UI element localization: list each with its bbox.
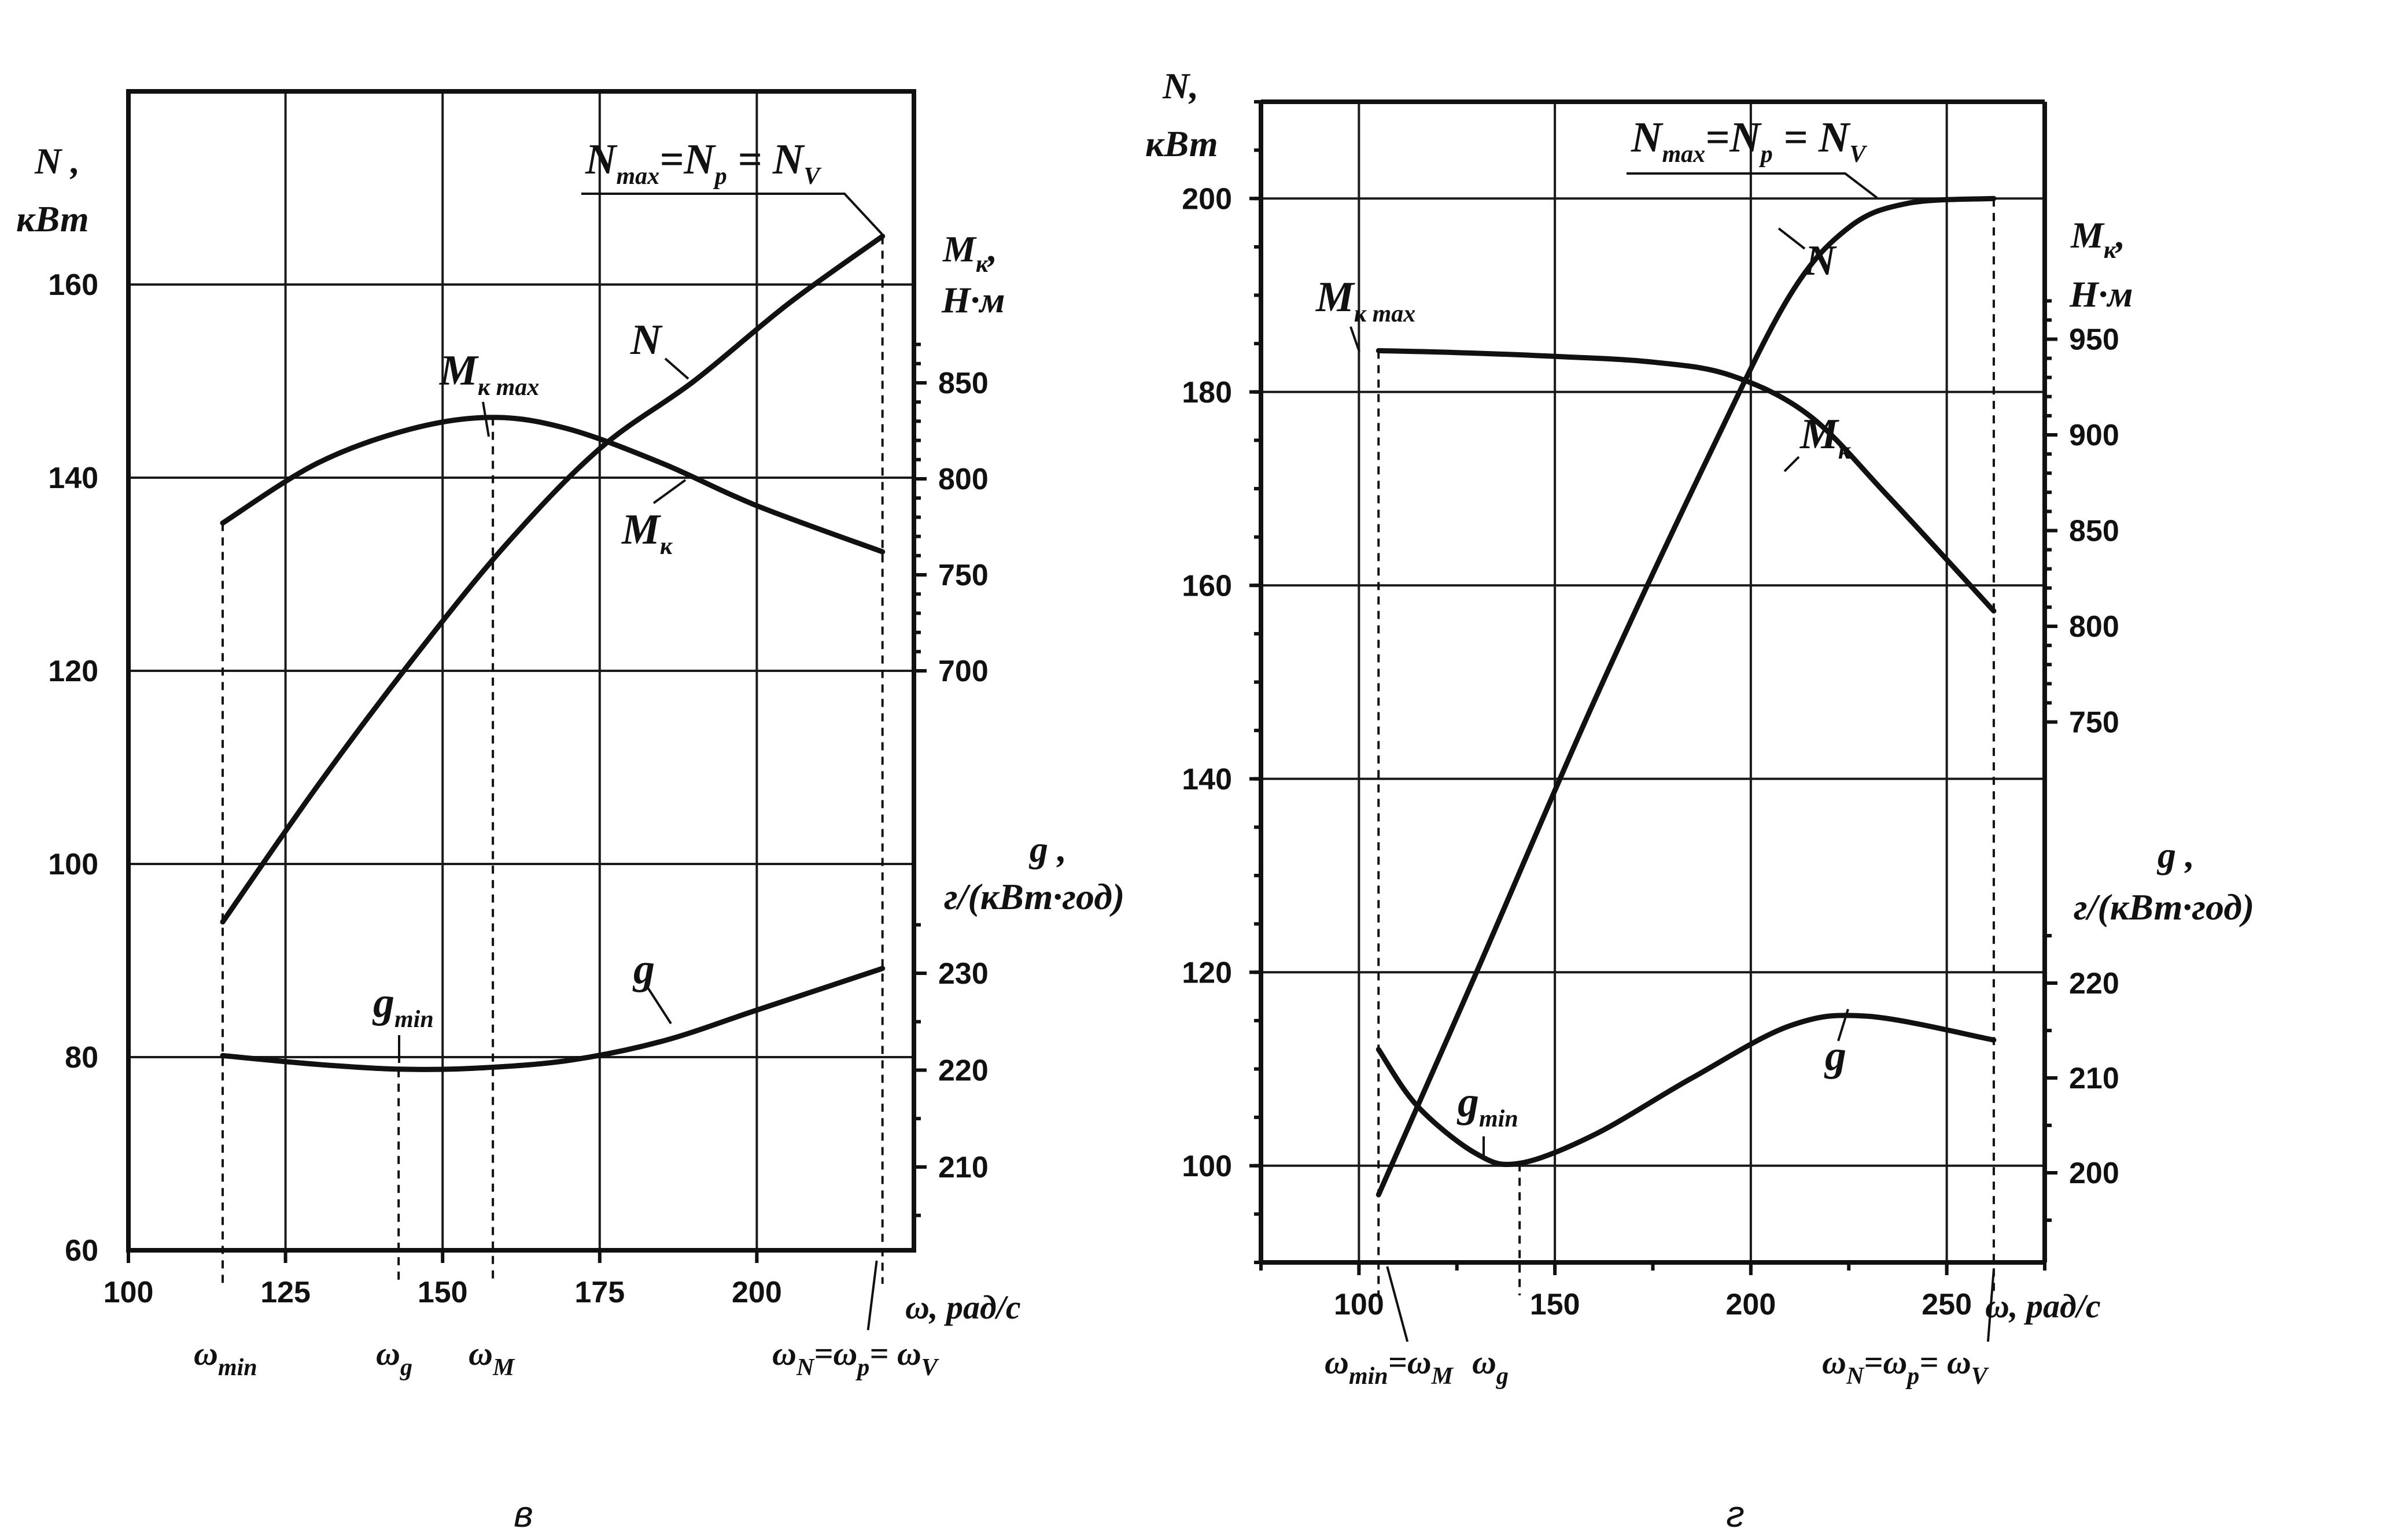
grid (128, 91, 914, 1250)
marker-mk-max-leader (482, 401, 490, 437)
series-m-line (1375, 348, 1997, 614)
series-m-label: Mк (621, 506, 673, 560)
marker-mk-max-label: Mк max (1315, 274, 1415, 327)
omega-n-leader (1986, 1269, 1995, 1342)
y-torque-label-line2: Н·м (941, 279, 1005, 320)
series-n-label: N (1804, 237, 1837, 285)
marker-g-min-label: gmin (1456, 1079, 1518, 1132)
fuel-tick-label: 210 (938, 1151, 989, 1184)
series-n-leader (664, 357, 689, 380)
y-left-tick-label: 100 (48, 848, 98, 881)
y-left-tick-label: 120 (48, 655, 98, 688)
torque-tick-label: 900 (2069, 419, 2119, 452)
omega-n-leader (866, 1260, 878, 1331)
torque-tick-label: 700 (938, 655, 989, 688)
fuel-tick-label: 230 (938, 957, 989, 991)
panel-label-v: в (514, 1493, 533, 1535)
series-g-line (1375, 1013, 1997, 1168)
x-axis-label: ω, рад/с (1985, 1287, 2101, 1325)
y-left-tick-label: 140 (48, 461, 98, 495)
series-n-leader (1777, 227, 1806, 250)
torque-tick-label: 750 (2069, 706, 2119, 740)
omega-n-label: ωN=ωp= ωV (772, 1335, 939, 1381)
y-left-tick-label: 80 (65, 1041, 98, 1074)
chart-panel-g: 100 120 140 160 180 200 100 150 200 250 750 800 850 9… (1145, 65, 2254, 1535)
annotation-nmax-leader (581, 193, 883, 235)
x-tick-label: 100 (1334, 1288, 1384, 1321)
torque-tick-label: 950 (2069, 323, 2119, 357)
series-m-line (220, 415, 886, 555)
y-left-label-line1: N, (1162, 65, 1198, 106)
x-tick-label: 150 (1530, 1288, 1580, 1321)
omega-g-label: ωg (376, 1335, 412, 1381)
series-m-leader (652, 479, 687, 504)
series-n-line (220, 234, 886, 925)
omega-min-label: ωmin=ωM (1325, 1343, 1454, 1390)
x-tick-label: 200 (1725, 1288, 1776, 1321)
series-g-label: g (632, 946, 655, 993)
annotation-nmax-leader (1627, 172, 1878, 199)
y-left-tick-label: 140 (1182, 763, 1232, 796)
x-tick-label: 100 (104, 1276, 154, 1309)
y-torque-label-line1: Mк, (2070, 215, 2125, 264)
torque-tick-label: 800 (2069, 610, 2119, 644)
marker-g-min-label: gmin (372, 979, 434, 1033)
fuel-tick-label: 220 (2069, 967, 2119, 1000)
x-axis-label: ω, рад/с (905, 1288, 1021, 1326)
series-n-label: N (630, 316, 663, 364)
y-left-tick-label: 160 (1182, 569, 1232, 603)
x-tick-label: 200 (732, 1276, 782, 1309)
omega-n-label: ωN=ωp= ωV (1822, 1343, 1989, 1390)
x-tick-label: 175 (574, 1276, 625, 1309)
chart-panel-v: 60 80 100 120 140 160 100 125 150 175 200 700 750 800… (16, 89, 1124, 1535)
torque-tick-label: 800 (938, 463, 989, 496)
y-left-label-line2: кВт (16, 198, 89, 239)
torque-tick-label: 850 (2069, 515, 2119, 548)
marker-mk-max-label: Mк max (439, 347, 539, 401)
fuel-tick-label: 200 (2069, 1157, 2119, 1190)
annotation-nmax: Nmax=Np = NV (1631, 114, 1867, 168)
y-fuel-label-line2: г/(кВт·год) (2074, 887, 2254, 928)
series-g-leader (1837, 1009, 1849, 1042)
annotation-nmax: Nmax=Np = NV (585, 136, 821, 190)
series-g-line (220, 966, 886, 1072)
y-fuel-label-line1: g , (2156, 834, 2195, 876)
series-g-label: g (1824, 1032, 1846, 1080)
y-torque-label-line2: Н·м (2069, 274, 2133, 315)
y-left-tick-label: 180 (1182, 376, 1232, 409)
omega-min-leader (1386, 1266, 1409, 1342)
y-left-tick-label: 60 (65, 1234, 98, 1268)
series-m-leader (1783, 456, 1800, 472)
y-left-tick-label: 200 (1182, 182, 1232, 216)
y-fuel-label-line2: г/(кВт·год) (944, 876, 1124, 917)
y-torque-label-line1: Mк, (942, 228, 997, 278)
x-tick-label: 250 (1922, 1288, 1972, 1321)
fuel-tick-label: 220 (938, 1054, 989, 1088)
y-left-label-line2: кВт (1145, 123, 1218, 164)
y-left-label-line1: N , (34, 141, 80, 182)
series-n-line (1375, 195, 1997, 1198)
torque-tick-label: 750 (938, 559, 989, 592)
y-left-tick-label: 120 (1182, 956, 1232, 989)
series-m-label: Mк (1799, 411, 1852, 464)
grid (1261, 102, 2045, 1262)
y-left-tick-label: 100 (1182, 1150, 1232, 1183)
y-fuel-label-line1: g , (1028, 829, 1067, 870)
torque-tick-label: 850 (938, 367, 989, 400)
fuel-tick-label: 210 (2069, 1062, 2119, 1095)
series-g-leader (646, 985, 672, 1025)
marker-mk-max-leader (1349, 326, 1360, 352)
panel-label-g: г (1726, 1493, 1745, 1535)
omega-m-label: ωM (469, 1335, 515, 1381)
x-tick-label: 150 (418, 1276, 468, 1309)
omega-g-label: ωg (1472, 1343, 1509, 1390)
x-tick-label: 125 (260, 1276, 311, 1309)
omega-min-label: ωmin (194, 1335, 257, 1381)
y-left-tick-label: 160 (48, 268, 98, 302)
